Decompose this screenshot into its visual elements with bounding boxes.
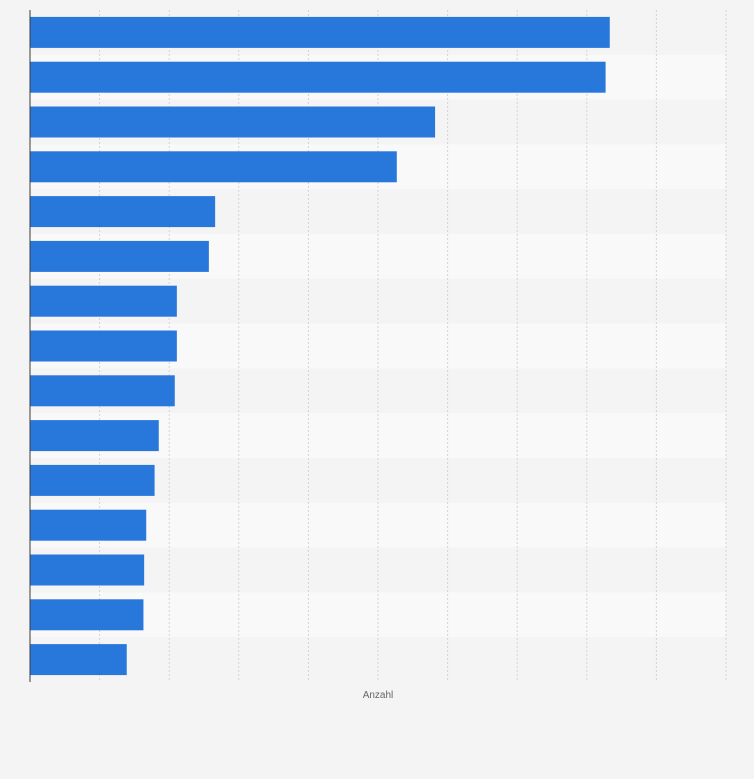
x-axis-title: Anzahl [363,690,394,701]
bar [30,16,610,48]
bar [30,240,209,272]
bar [30,330,177,362]
bar [30,554,145,586]
bar [30,106,436,138]
bar [30,509,147,541]
bar [30,285,177,317]
bar [30,196,216,228]
bar [30,151,397,183]
bar [30,375,175,407]
bars [30,16,610,676]
bar [30,644,127,676]
bar [30,599,144,631]
bar [30,61,606,93]
bar [30,420,159,452]
bar [30,464,155,496]
